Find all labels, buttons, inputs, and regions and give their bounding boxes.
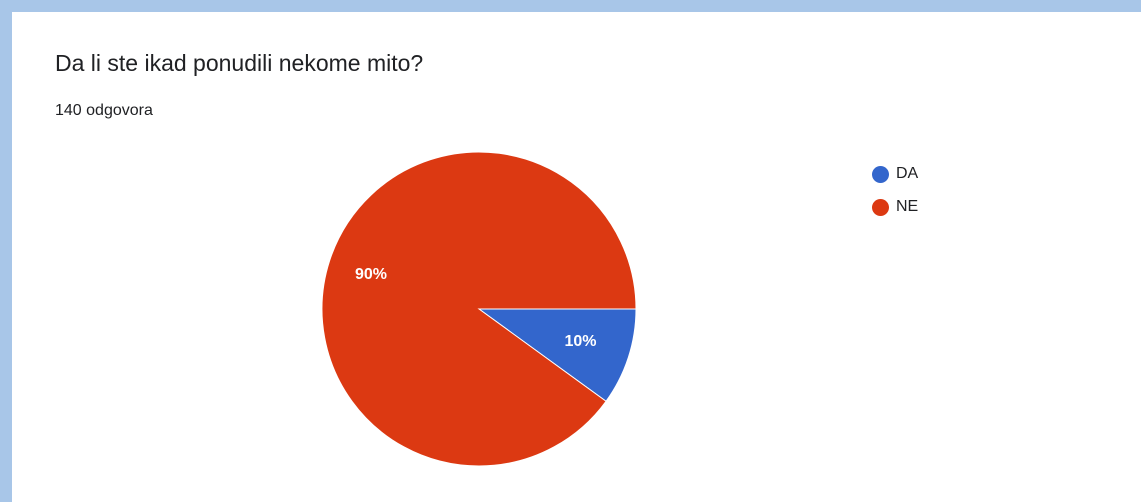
response-count: 140 odgovora (55, 102, 153, 119)
slice-label-ne: 90% (355, 266, 387, 283)
chart-title: Da li ste ikad ponudili nekome mito? (55, 50, 424, 76)
legend-swatch-ne (872, 198, 889, 216)
chart-legend: DA NE (872, 162, 918, 228)
legend-label-ne: NE (896, 198, 919, 215)
pie-slice-ne[interactable] (321, 151, 637, 467)
legend-swatch-da (872, 165, 889, 183)
legend-item-ne[interactable]: NE (872, 195, 918, 219)
legend-item-da[interactable]: DA (872, 162, 918, 186)
pie-slice-da[interactable] (477, 308, 637, 402)
legend-label-da: DA (896, 165, 919, 182)
slice-label-da: 10% (564, 333, 596, 350)
